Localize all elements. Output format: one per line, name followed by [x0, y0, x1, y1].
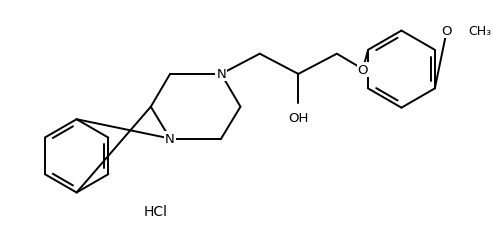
Text: N: N	[165, 133, 175, 145]
Text: O: O	[442, 25, 452, 38]
Text: CH₃: CH₃	[468, 25, 491, 38]
Text: HCl: HCl	[143, 204, 168, 218]
Text: N: N	[216, 68, 226, 81]
Text: OH: OH	[288, 111, 309, 124]
Text: O: O	[357, 63, 368, 76]
